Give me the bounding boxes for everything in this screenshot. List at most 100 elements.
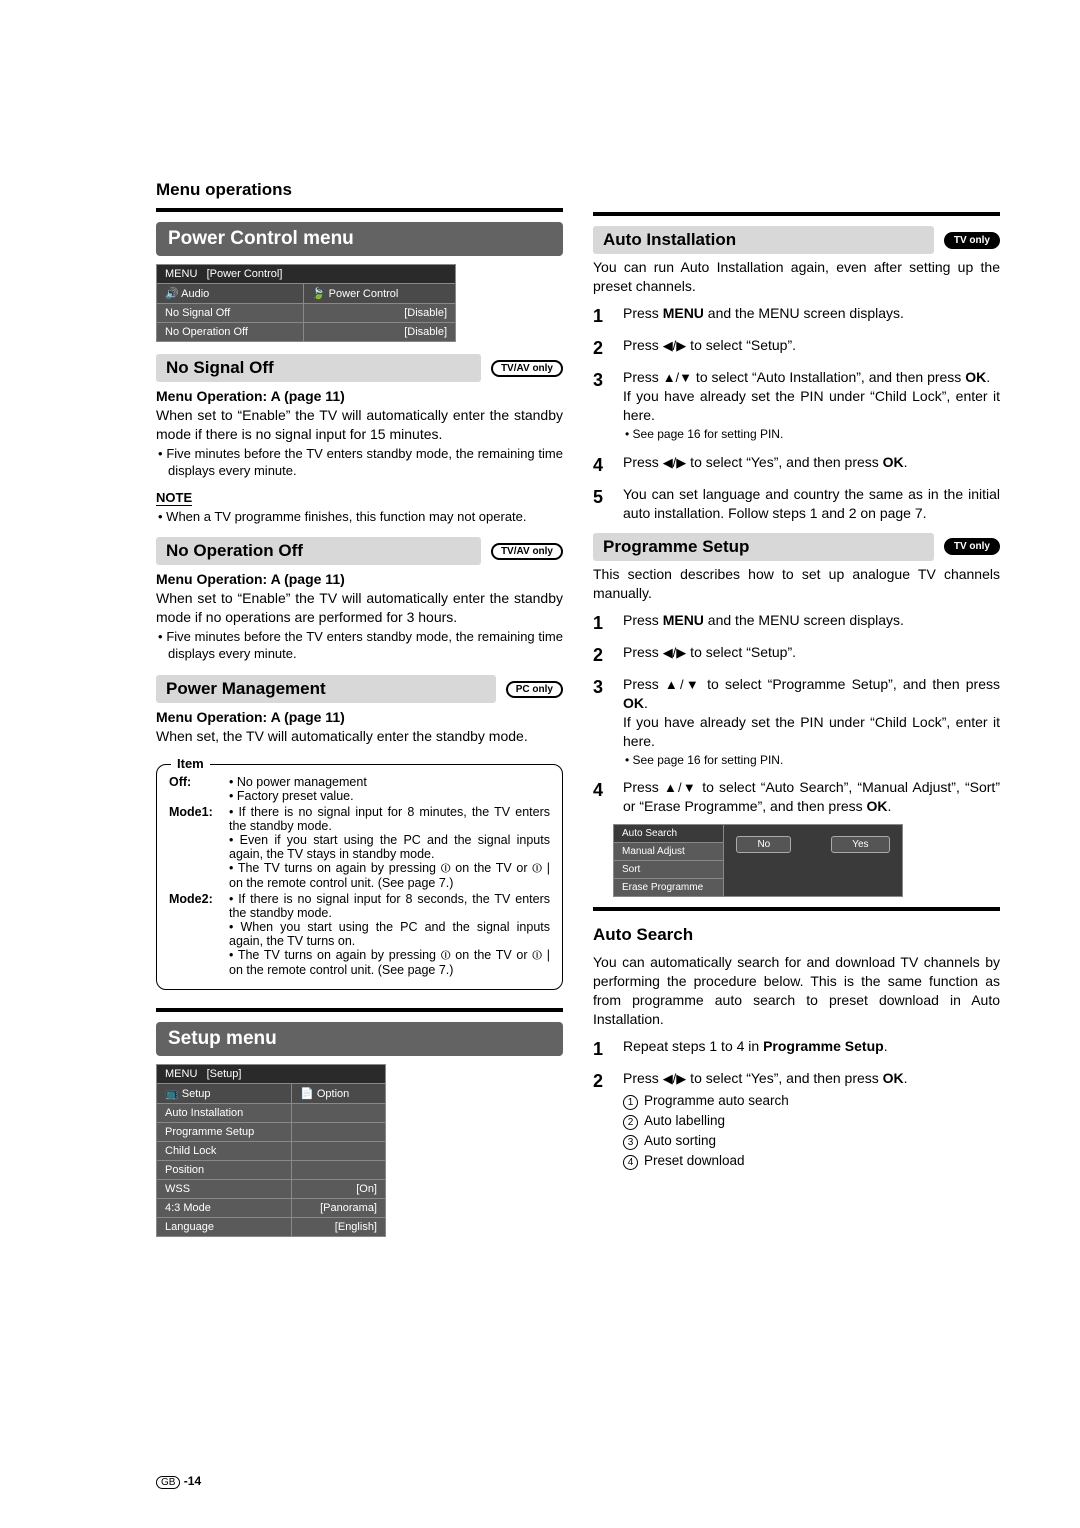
mode-label: Mode1: (169, 805, 229, 890)
step-text: Press MENU and the MENU screen displays. (623, 304, 1000, 328)
power-management-title: Power Management (156, 675, 496, 703)
body-text: This section describes how to set up ana… (593, 565, 1000, 603)
bullet-text: • Five minutes before the TV enters stan… (156, 629, 563, 663)
badge-tv-av-only: TV/AV only (491, 543, 563, 560)
tab-option: 📄 Option (292, 1083, 386, 1103)
menu-operation-ref: Menu Operation: A (page 11) (156, 571, 563, 587)
step-number: 1 (593, 611, 623, 635)
menu-item: Programme Setup (157, 1122, 292, 1141)
step-number: 1 (593, 304, 623, 328)
sub-step: Auto labelling (644, 1113, 725, 1128)
menu-breadcrumb: MENU [Power Control] (165, 268, 282, 280)
step-text: You can set language and country the sam… (623, 485, 1000, 523)
power-control-menu: MENU [Power Control] 🔊 Audio 🍃 Power Con… (156, 264, 456, 342)
badge-pc-only: PC only (506, 681, 563, 698)
menu-item: WSS (157, 1179, 292, 1198)
auto-installation-title: Auto Installation (593, 226, 934, 254)
programme-setup-steps: 1 Press MENU and the MENU screen display… (593, 611, 1000, 817)
bullet-text: • No power management (229, 775, 367, 789)
menu-item: No Signal Off (157, 304, 304, 323)
step-text: Press ◀/▶ to select “Yes”, and then pres… (623, 1069, 1000, 1173)
menu-value (292, 1141, 386, 1160)
auto-installation-steps: 1 Press MENU and the MENU screen display… (593, 304, 1000, 523)
menu-value: [Panorama] (292, 1198, 386, 1217)
step-number: 3 (593, 675, 623, 770)
menu-value: [On] (292, 1179, 386, 1198)
step-number: 2 (593, 336, 623, 360)
setup-menu-banner: Setup menu (156, 1022, 563, 1056)
badge-tv-av-only: TV/AV only (491, 360, 563, 377)
step-number: 4 (593, 778, 623, 816)
body-text: You can run Auto Installation again, eve… (593, 258, 1000, 296)
menu-value (292, 1160, 386, 1179)
sub-step: Programme auto search (644, 1093, 789, 1108)
menu-operation-ref: Menu Operation: A (page 11) (156, 388, 563, 404)
menu-value: [English] (292, 1217, 386, 1236)
auto-search-title: Auto Search (593, 921, 693, 949)
bullet-text: • Even if you start using the PC and the… (229, 833, 550, 861)
step-text: Repeat steps 1 to 4 in Programme Setup. (623, 1037, 1000, 1061)
menu-item: Auto Search (614, 825, 724, 843)
step-number: 2 (593, 643, 623, 667)
programme-setup-title: Programme Setup (593, 533, 934, 561)
right-column: Auto Installation TV only You can run Au… (593, 180, 1000, 1249)
step-text: Press ▲/▼ to select “Auto Search”, “Manu… (623, 778, 1000, 816)
circled-number-icon: 2 (623, 1115, 638, 1130)
programme-setup-menu: Auto Search No Yes Manual Adjust Sort Er… (613, 824, 903, 897)
note-heading: NOTE (156, 490, 192, 506)
divider (593, 212, 1000, 216)
step-text: Press MENU and the MENU screen displays. (623, 611, 1000, 635)
mode-label: Mode2: (169, 892, 229, 977)
menu-value (292, 1103, 386, 1122)
menu-item: Manual Adjust (614, 843, 724, 861)
setup-menu: MENU [Setup] 📺 Setup 📄 Option Auto Insta… (156, 1064, 386, 1237)
menu-item: Sort (614, 861, 724, 879)
page-footer: GB -14 (156, 1474, 201, 1488)
menu-breadcrumb: MENU [Setup] (165, 1068, 241, 1080)
sub-step: Preset download (644, 1153, 745, 1168)
step-number: 2 (593, 1069, 623, 1173)
circled-number-icon: 4 (623, 1155, 638, 1170)
menu-value: [Disable] (303, 304, 455, 323)
tab-power-control: 🍃 Power Control (303, 284, 455, 304)
menu-item: No Operation Off (157, 323, 304, 342)
menu-item: Auto Installation (157, 1103, 292, 1122)
step-number: 1 (593, 1037, 623, 1061)
body-text: When set to “Enable” the TV will automat… (156, 406, 563, 444)
divider (156, 1008, 563, 1012)
menu-operation-ref: Menu Operation: A (page 11) (156, 709, 563, 725)
body-text: When set, the TV will automatically ente… (156, 727, 563, 746)
body-text: You can automatically search for and dow… (593, 953, 1000, 1029)
divider (593, 907, 1000, 911)
section-title: Menu operations (156, 180, 563, 200)
power-control-banner: Power Control menu (156, 222, 563, 256)
menu-value (292, 1122, 386, 1141)
bullet-text: • The TV turns on again by pressing ⏼ on… (229, 948, 550, 977)
tab-audio: 🔊 Audio (157, 284, 304, 304)
region-badge: GB (156, 1476, 180, 1489)
bullet-text: • If there is no signal input for 8 minu… (229, 805, 550, 833)
page-number: -14 (184, 1474, 201, 1488)
tab-setup: 📺 Setup (157, 1083, 292, 1103)
badge-tv-only: TV only (944, 538, 1000, 555)
step-text: Press ◀/▶ to select “Setup”. (623, 336, 1000, 360)
bullet-text: • If there is no signal input for 8 seco… (229, 892, 550, 920)
divider (156, 208, 563, 212)
step-number: 5 (593, 485, 623, 523)
mode-label: Off: (169, 775, 229, 803)
menu-item: Child Lock (157, 1141, 292, 1160)
menu-item: Language (157, 1217, 292, 1236)
menu-value: [Disable] (303, 323, 455, 342)
bullet-text: • When you start using the PC and the si… (229, 920, 550, 948)
step-number: 4 (593, 453, 623, 477)
step-text: Press ▲/▼ to select “Programme Setup”, a… (623, 675, 1000, 770)
left-column: Menu operations Power Control menu MENU … (156, 180, 563, 1249)
body-text: When set to “Enable” the TV will automat… (156, 589, 563, 627)
no-operation-off-title: No Operation Off (156, 537, 481, 565)
bullet-text: • The TV turns on again by pressing ⏼ on… (229, 861, 550, 890)
circled-number-icon: 1 (623, 1095, 638, 1110)
menu-item: Erase Programme (614, 879, 724, 897)
item-box: Item Off: • No power management • Factor… (156, 764, 563, 990)
bullet-text: • Five minutes before the TV enters stan… (156, 446, 563, 480)
step-text: Press ◀/▶ to select “Setup”. (623, 643, 1000, 667)
